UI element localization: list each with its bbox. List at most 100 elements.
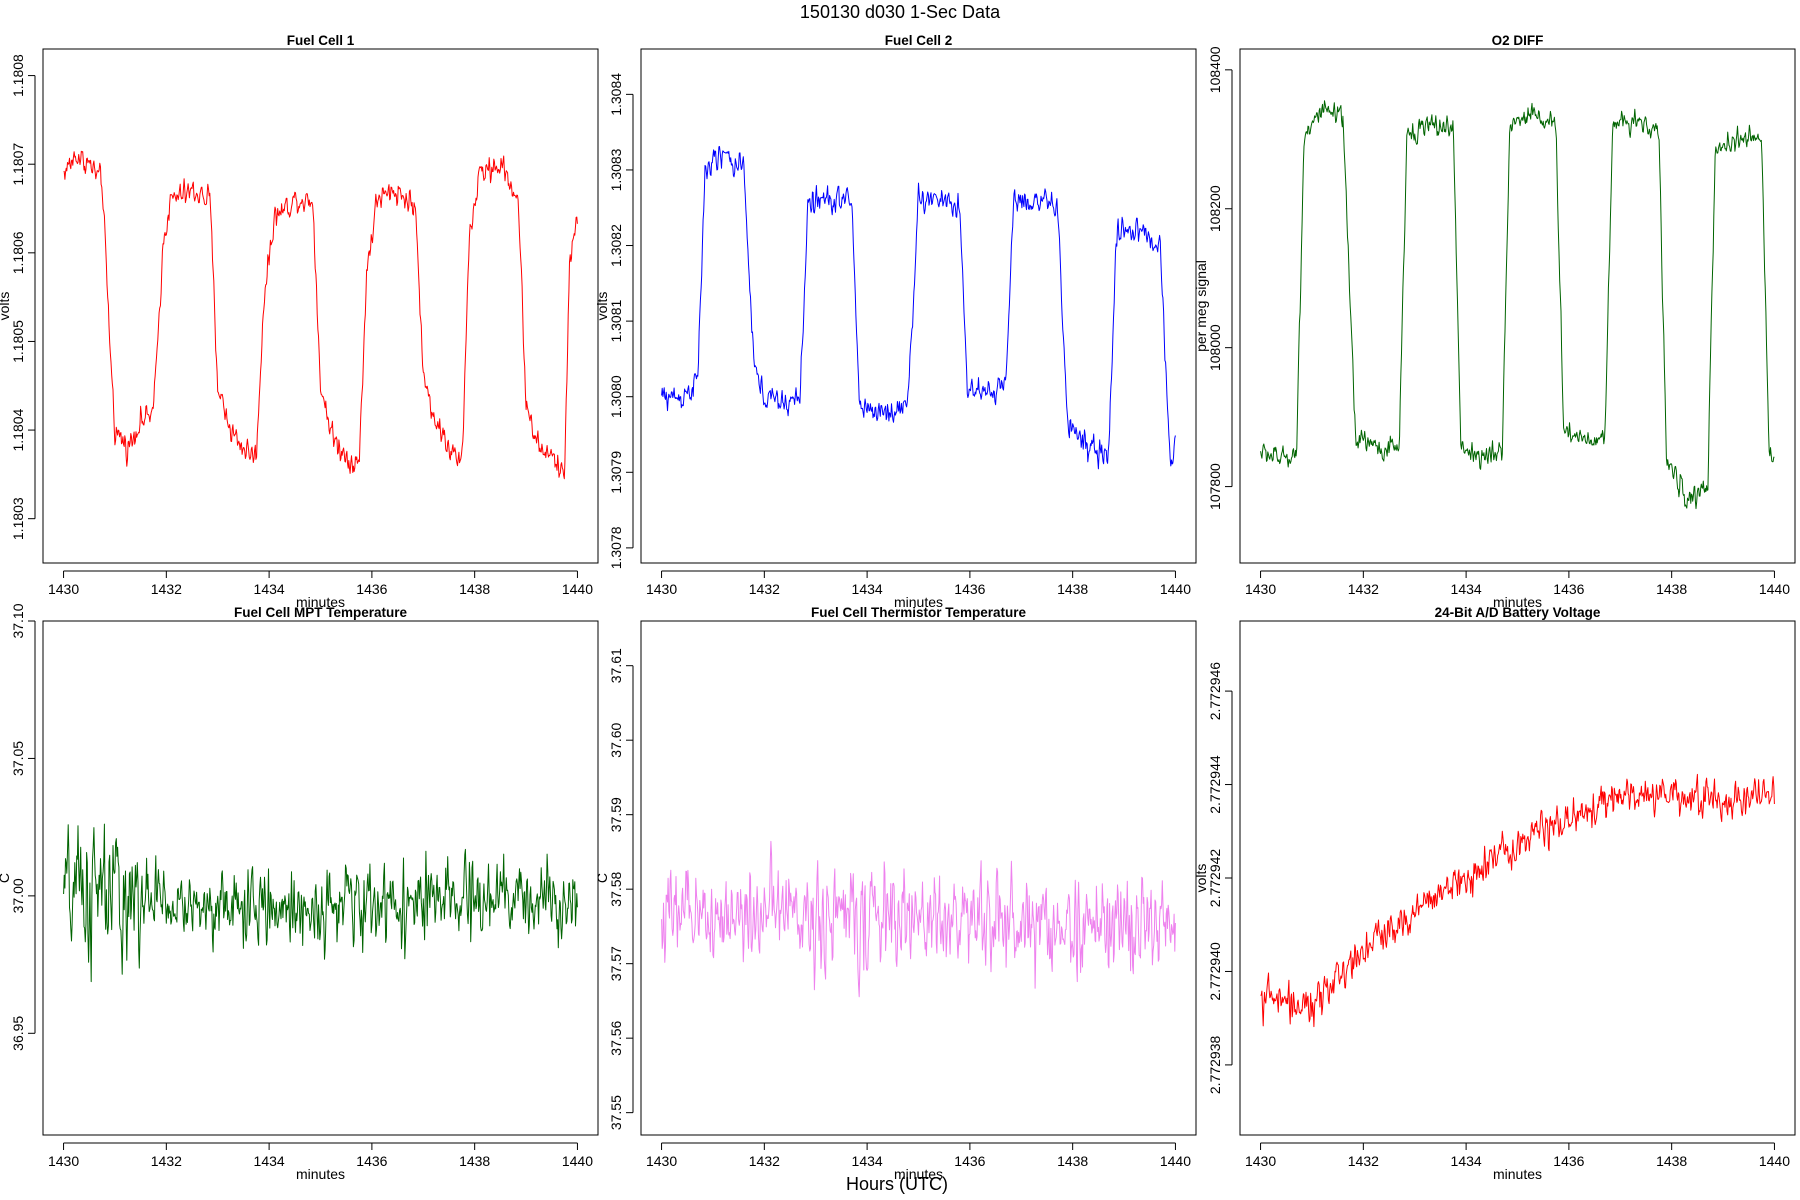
y-tick-label: 37.60 [608,722,624,757]
x-tick-label: 1436 [954,581,985,597]
x-tick-label: 1438 [459,1153,490,1169]
chart-panel-5: Fuel Cell Thermistor Temperature 1430 1432… [594,605,1197,1182]
x-tick-label: 1438 [1656,581,1687,597]
y-tick-label: 1.1804 [10,408,26,451]
plot-frame [42,620,599,1136]
y-tick-label: 1.3080 [608,375,624,418]
x-tick-label: 1436 [954,1153,985,1169]
series-line [63,150,578,480]
plot-frame [1239,620,1796,1136]
x-tick-label: 1432 [749,1153,780,1169]
x-axis-label: minutes [894,1166,943,1182]
panel-title: Fuel Cell MPT Temperature [234,605,408,620]
y-axis-label: per meg signal [1193,260,1209,352]
x-tick-label: 1430 [1245,581,1276,597]
x-tick-label: 1430 [646,581,677,597]
y-tick-label: 37.58 [608,871,624,906]
plot-frame [640,48,1197,564]
y-tick-label: 37.59 [608,797,624,832]
y-tick-label: 1.3084 [608,73,624,116]
x-tick-label: 1432 [1348,581,1379,597]
x-tick-label: 1440 [562,1153,593,1169]
x-tick-label: 1432 [151,1153,182,1169]
y-axis-label: volts [1193,864,1209,893]
plot-frame [42,48,599,564]
y-tick-label: 1.3078 [608,526,624,569]
panel-title: Fuel Cell 1 [287,33,355,48]
x-axis-label: minutes [296,594,345,610]
y-tick-label: 1.1806 [10,231,26,274]
x-tick-label: 1430 [48,581,79,597]
y-tick-label: 1.1807 [10,143,26,186]
panel-title: O2 DIFF [1492,33,1544,48]
y-tick-label: 37.00 [10,878,26,913]
x-tick-label: 1430 [48,1153,79,1169]
chart-panel-1: Fuel Cell 1 1430 1432 1434 1436 1438 1440 minut… [0,33,599,610]
y-tick-label: 37.57 [608,946,624,981]
x-tick-label: 1434 [852,1153,883,1169]
y-axis-label: volts [0,292,12,321]
x-tick-label: 1440 [1759,1153,1790,1169]
y-tick-label: 2.772942 [1207,849,1223,908]
y-tick-label: 37.05 [10,741,26,776]
x-tick-label: 1432 [1348,1153,1379,1169]
series-line [63,823,578,983]
x-tick-label: 1430 [1245,1153,1276,1169]
panels: Fuel Cell 1 1430 1432 1434 1436 1438 1440 minut… [0,33,1796,1182]
y-axis-label: volts [594,292,610,321]
y-tick-label: 1.3079 [608,451,624,494]
y-tick-label: 108200 [1207,185,1223,232]
chart-panel-2: Fuel Cell 2 1430 1432 1434 1436 1438 1440 minut… [594,33,1197,610]
chart-panel-3: O2 DIFF 1430 1432 1434 1436 1438 1440 minutes 10… [1193,33,1796,610]
y-tick-label: 36.95 [10,1016,26,1051]
panel-title: Fuel Cell Thermistor Temperature [811,605,1027,620]
figure-title: 150130 d030 1-Sec Data [800,2,1001,22]
outer-x-axis-label: Hours (UTC) [846,1174,948,1194]
y-tick-label: 2.772938 [1207,1036,1223,1095]
x-tick-label: 1436 [356,581,387,597]
y-tick-label: 1.3083 [608,148,624,191]
y-tick-label: 2.772946 [1207,662,1223,721]
x-tick-label: 1430 [646,1153,677,1169]
y-tick-label: 1.1803 [10,497,26,540]
x-tick-label: 1434 [254,1153,285,1169]
x-tick-label: 1436 [1553,581,1584,597]
x-tick-label: 1434 [852,581,883,597]
y-tick-label: 107800 [1207,463,1223,510]
y-tick-label: 37.55 [608,1095,624,1130]
series-line [1260,100,1775,510]
y-tick-label: 2.772944 [1207,755,1223,814]
y-tick-label: 37.61 [608,648,624,683]
y-tick-label: 108400 [1207,46,1223,93]
x-tick-label: 1434 [1451,1153,1482,1169]
plot-frame [1239,48,1796,564]
x-tick-label: 1434 [254,581,285,597]
x-axis-label: minutes [1493,594,1542,610]
x-axis-label: minutes [296,1166,345,1182]
y-tick-label: 108000 [1207,324,1223,371]
x-tick-label: 1440 [562,581,593,597]
y-tick-label: 2.772940 [1207,942,1223,1001]
x-tick-label: 1434 [1451,581,1482,597]
chart-panel-4: Fuel Cell MPT Temperature 1430 1432 1434 143… [0,603,599,1182]
x-tick-label: 1438 [1656,1153,1687,1169]
plot-frame [640,620,1197,1136]
x-tick-label: 1440 [1759,581,1790,597]
y-axis-label: C [594,873,610,883]
x-tick-label: 1438 [459,581,490,597]
y-tick-label: 1.1808 [10,54,26,97]
chart-panel-6: 24-Bit A/D Battery Voltage 1430 1432 1434 14… [1193,605,1796,1182]
x-tick-label: 1436 [356,1153,387,1169]
x-tick-label: 1436 [1553,1153,1584,1169]
y-axis-label: C [0,873,12,883]
x-tick-label: 1438 [1057,581,1088,597]
panel-title: 24-Bit A/D Battery Voltage [1435,605,1601,620]
y-tick-label: 37.56 [608,1020,624,1055]
x-tick-label: 1438 [1057,1153,1088,1169]
panel-title: Fuel Cell 2 [885,33,953,48]
y-tick-label: 1.1805 [10,320,26,363]
series-line [661,146,1176,470]
x-axis-label: minutes [1493,1166,1542,1182]
series-line [661,840,1176,998]
